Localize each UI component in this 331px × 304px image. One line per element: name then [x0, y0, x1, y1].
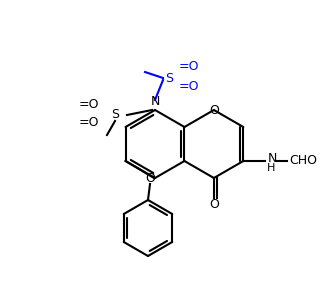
Text: =O: =O	[78, 98, 99, 112]
Text: H: H	[267, 163, 276, 173]
Text: O: O	[145, 171, 155, 185]
Text: N: N	[150, 95, 160, 108]
Text: O: O	[209, 199, 219, 212]
Text: S: S	[165, 71, 173, 85]
Text: N: N	[267, 153, 277, 165]
Text: =O: =O	[179, 80, 200, 92]
Text: O: O	[209, 103, 219, 116]
Text: =O: =O	[179, 60, 200, 72]
Text: CHO: CHO	[289, 154, 317, 168]
Text: S: S	[111, 109, 119, 122]
Text: =O: =O	[78, 116, 99, 130]
